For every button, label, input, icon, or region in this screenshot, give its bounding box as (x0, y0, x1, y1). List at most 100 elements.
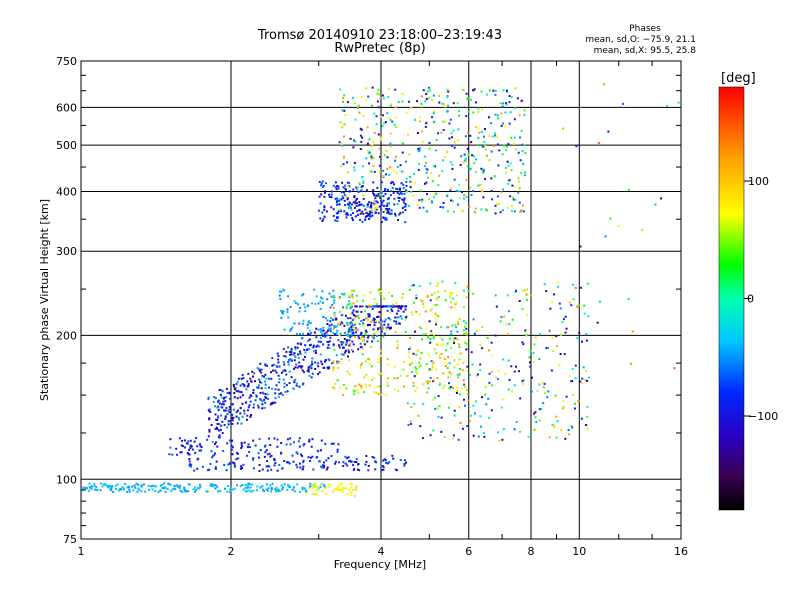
data-point (481, 326, 484, 329)
data-point (223, 409, 226, 412)
data-point (429, 309, 432, 312)
data-point (337, 489, 340, 492)
data-point (221, 420, 224, 423)
data-point (307, 456, 310, 459)
data-point (332, 184, 335, 187)
data-point (349, 330, 352, 333)
data-point (358, 208, 361, 211)
data-point (180, 451, 183, 454)
data-point (133, 484, 136, 487)
data-point (302, 293, 305, 296)
data-point (278, 378, 281, 380)
data-point (333, 360, 335, 362)
data-point (208, 408, 211, 411)
data-point (471, 89, 474, 92)
data-point (472, 292, 475, 295)
data-point (372, 202, 375, 205)
data-point (350, 289, 353, 292)
data-point (355, 294, 358, 297)
data-point (372, 317, 375, 320)
data-point (121, 486, 124, 489)
data-point (419, 299, 422, 302)
data-point (219, 393, 222, 396)
data-point (370, 144, 373, 147)
data-point (482, 431, 485, 434)
data-point (179, 484, 182, 487)
data-point (443, 435, 446, 438)
data-point (402, 201, 405, 204)
data-point (351, 217, 354, 220)
data-point (226, 426, 229, 429)
data-point (458, 373, 461, 376)
data-point (507, 333, 510, 336)
data-point (111, 485, 114, 488)
data-point (402, 368, 405, 371)
data-point (397, 219, 399, 221)
data-point (426, 168, 429, 171)
data-point (440, 326, 443, 328)
y-tick-label: 200 (56, 329, 77, 342)
data-point (180, 444, 183, 447)
data-point (412, 381, 415, 384)
data-point (207, 397, 210, 400)
data-point (275, 384, 278, 387)
data-point (428, 369, 430, 372)
data-point (345, 333, 348, 336)
data-point (319, 353, 322, 356)
data-point (552, 350, 555, 352)
data-point (275, 489, 278, 491)
data-point (418, 285, 421, 288)
data-point (163, 487, 165, 490)
data-point (385, 150, 388, 153)
data-point (181, 439, 184, 442)
data-point (498, 439, 501, 442)
data-point (533, 361, 535, 364)
data-point (542, 386, 545, 389)
data-point (346, 198, 349, 201)
data-point (507, 143, 510, 146)
data-point (240, 443, 243, 446)
data-point (286, 311, 289, 313)
data-point (345, 342, 348, 345)
data-point (144, 490, 147, 493)
x-tick-label: 4 (378, 545, 385, 558)
data-point (403, 206, 406, 208)
data-point (211, 454, 214, 457)
data-point (410, 311, 413, 314)
data-point (328, 324, 331, 327)
data-point (122, 488, 125, 491)
data-point (323, 461, 325, 464)
data-point (511, 184, 514, 187)
data-point (465, 331, 468, 334)
data-point (438, 383, 441, 386)
data-point (321, 363, 324, 366)
data-point (442, 120, 445, 123)
data-point (362, 180, 365, 183)
data-point (187, 453, 190, 456)
data-point (268, 465, 271, 468)
data-point (451, 136, 453, 139)
data-point (414, 390, 417, 393)
data-point (218, 389, 221, 391)
data-point (359, 134, 362, 137)
data-point (235, 383, 238, 386)
data-point (390, 103, 393, 105)
data-point (366, 306, 369, 308)
x-axis-label: Frequency [MHz] (334, 558, 426, 571)
data-point (306, 323, 309, 326)
data-point (243, 409, 246, 412)
data-point (99, 489, 102, 492)
data-point (312, 346, 315, 349)
data-point (359, 127, 362, 130)
data-point (504, 171, 507, 174)
data-point (189, 439, 192, 442)
data-point (320, 330, 323, 333)
data-point (356, 328, 359, 331)
data-point (439, 336, 442, 339)
data-point (524, 171, 527, 174)
data-point (461, 191, 464, 193)
data-point (326, 323, 329, 325)
data-point (398, 193, 401, 196)
data-point (492, 89, 495, 92)
data-point (294, 302, 297, 304)
